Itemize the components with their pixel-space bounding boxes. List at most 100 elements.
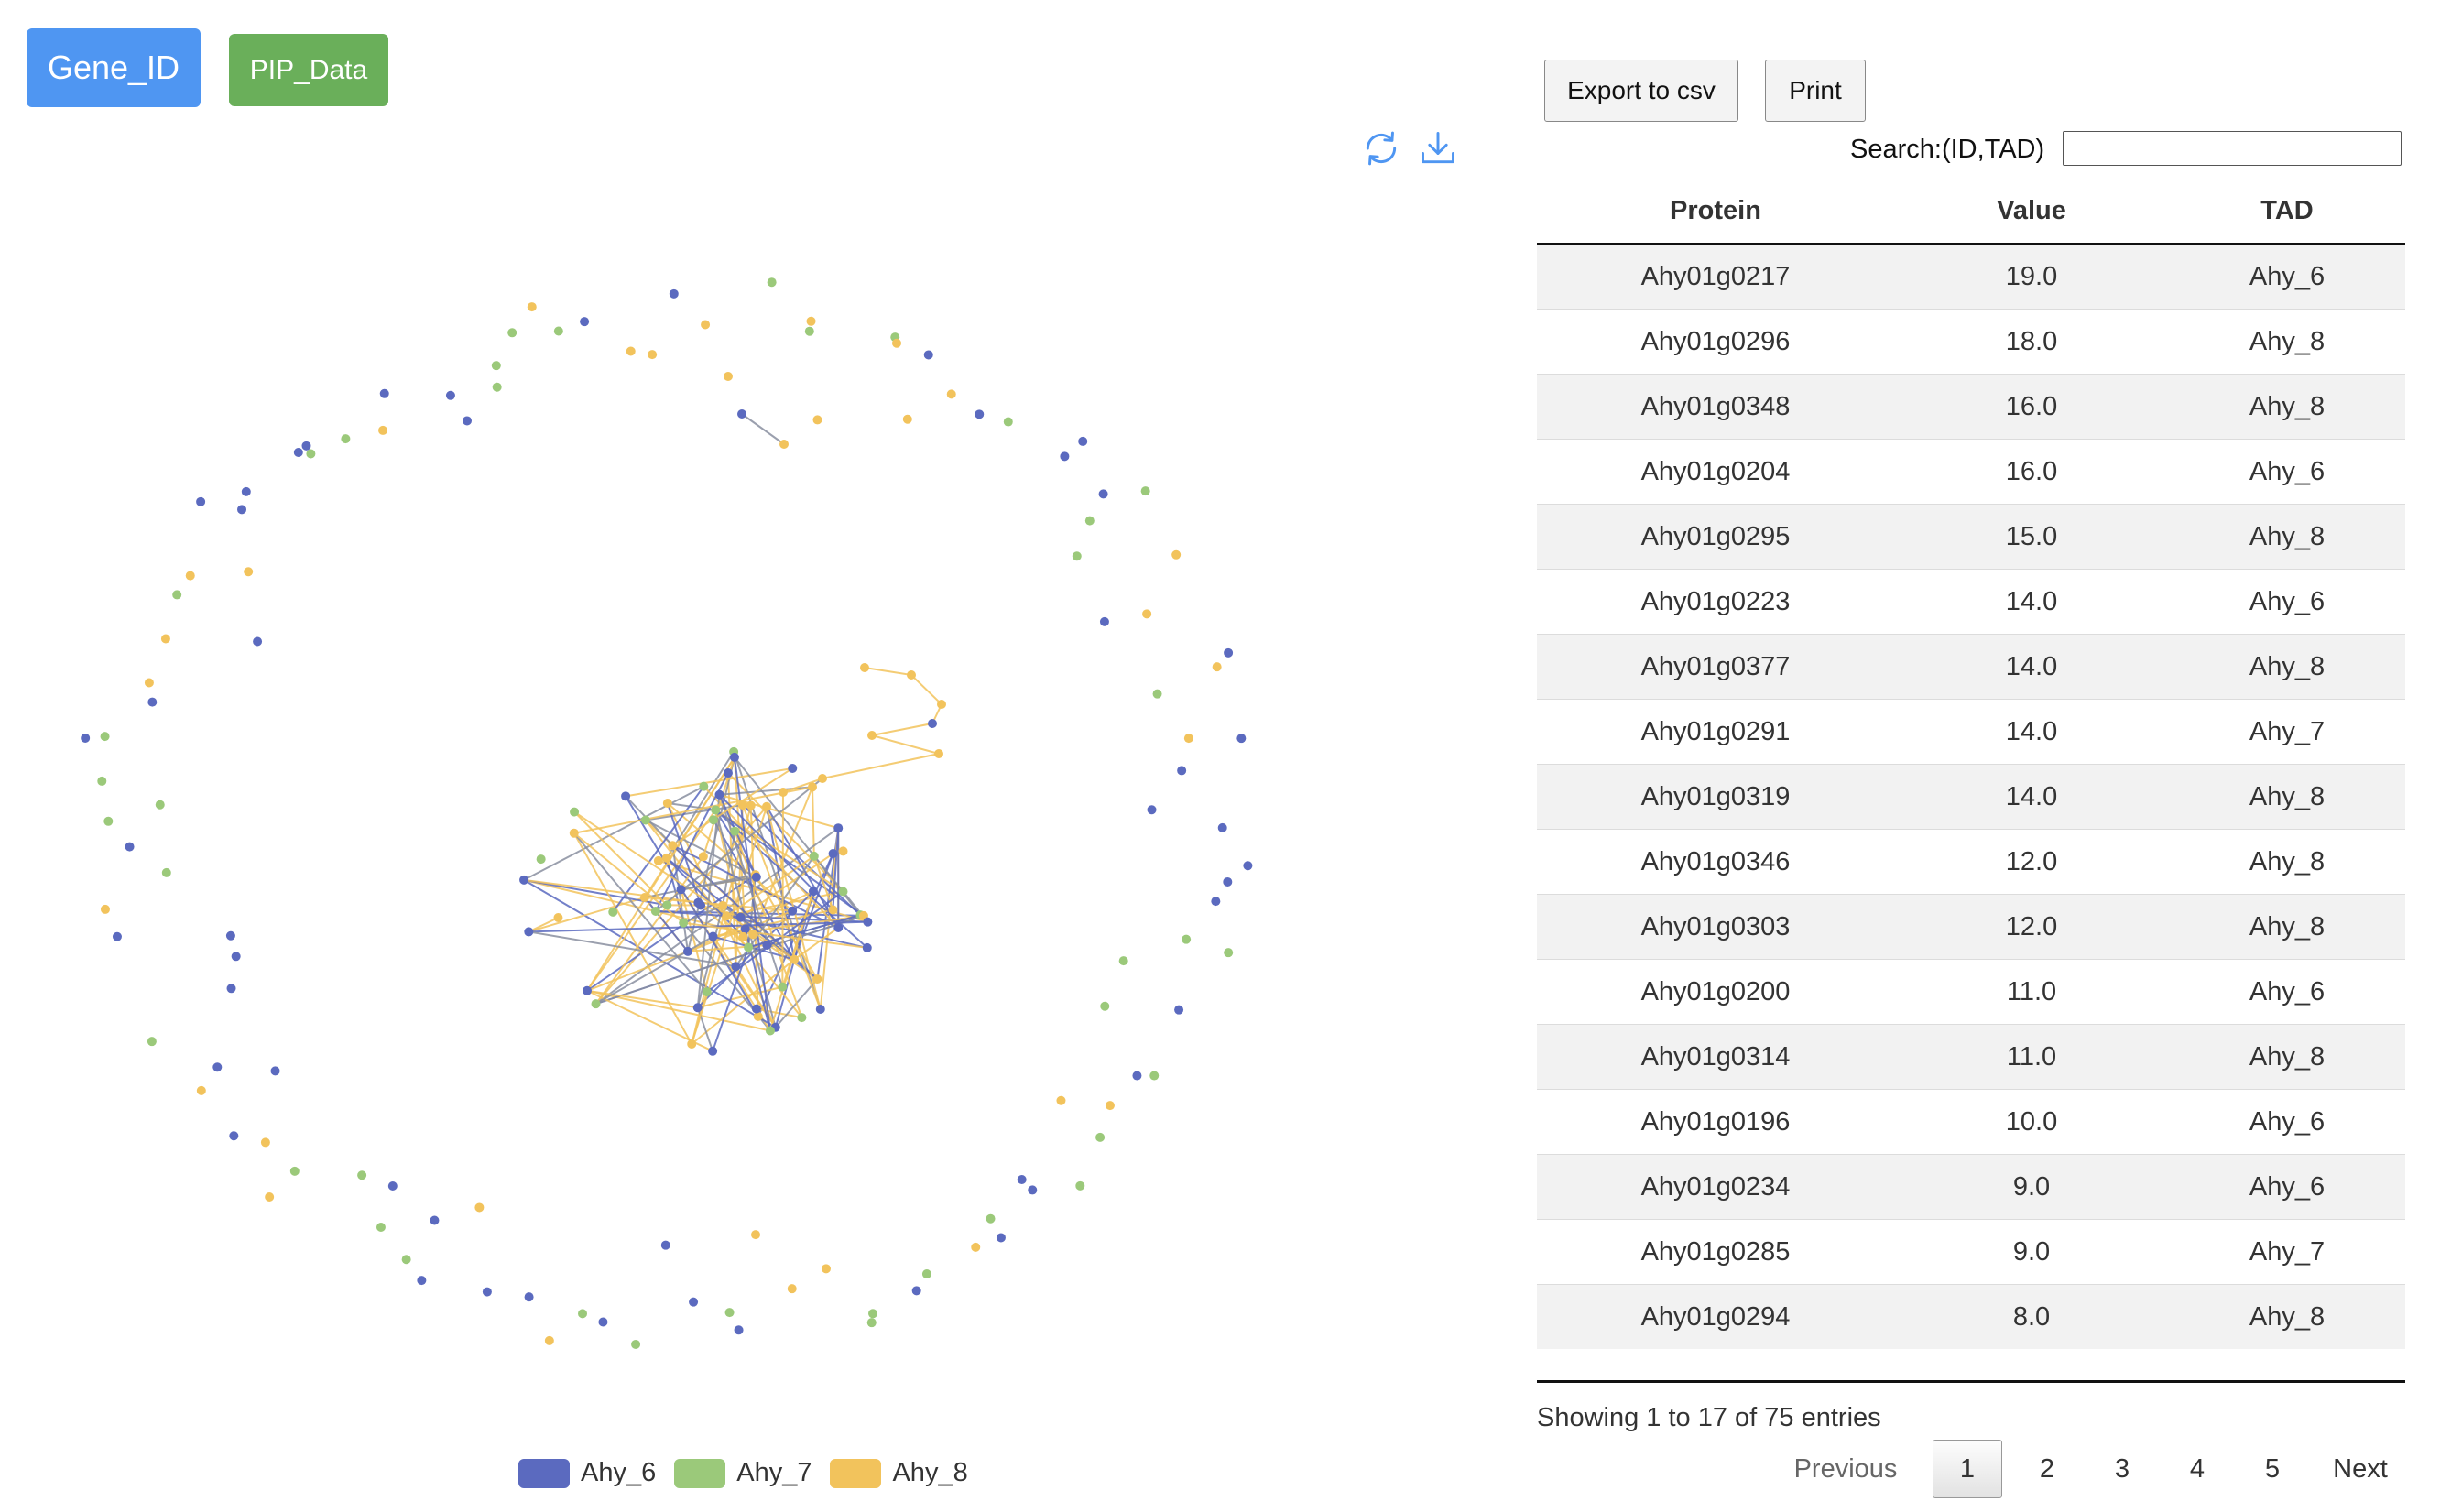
graph-node[interactable] — [765, 1026, 775, 1036]
graph-node[interactable] — [699, 781, 709, 791]
graph-node[interactable] — [430, 1215, 440, 1225]
graph-node[interactable] — [1182, 934, 1192, 944]
graph-node[interactable] — [626, 346, 636, 356]
pagination-page-1[interactable]: 1 — [1933, 1440, 2002, 1498]
graph-node[interactable] — [767, 277, 777, 288]
graph-node[interactable] — [1028, 1185, 1038, 1195]
pip-data-button[interactable]: PIP_Data — [229, 34, 388, 106]
graph-node[interactable] — [738, 931, 748, 941]
table-row[interactable]: Ahy01g0348 16.0 Ahy_8 — [1537, 374, 2405, 439]
graph-node[interactable] — [160, 634, 170, 644]
graph-node[interactable] — [570, 807, 580, 817]
graph-node[interactable] — [172, 590, 182, 600]
column-header-tad[interactable]: TAD — [2260, 195, 2314, 225]
column-header-protein[interactable]: Protein — [1670, 195, 1761, 225]
graph-node[interactable] — [679, 918, 689, 928]
graph-node[interactable] — [818, 774, 827, 783]
graph-node[interactable] — [718, 900, 728, 910]
graph-node[interactable] — [971, 1242, 981, 1252]
table-row[interactable]: Ahy01g0314 11.0 Ahy_8 — [1537, 1024, 2405, 1089]
graph-node[interactable] — [833, 823, 844, 833]
graph-node[interactable] — [891, 338, 901, 348]
graph-node[interactable] — [492, 382, 502, 392]
graph-node[interactable] — [491, 361, 501, 371]
graph-node[interactable] — [631, 1339, 641, 1349]
graph-node[interactable] — [1140, 486, 1150, 496]
graph-node[interactable] — [640, 815, 650, 825]
graph-node[interactable] — [708, 1046, 718, 1056]
graph-node[interactable] — [1078, 436, 1088, 446]
graph-node[interactable] — [986, 1213, 996, 1224]
graph-node[interactable] — [482, 1287, 492, 1297]
table-row[interactable]: Ahy01g0223 14.0 Ahy_6 — [1537, 569, 2405, 634]
graph-node[interactable] — [639, 893, 649, 903]
graph-node[interactable] — [868, 1309, 878, 1319]
graph-node[interactable] — [762, 801, 772, 811]
graph-node[interactable] — [661, 853, 671, 863]
graph-node[interactable] — [1098, 489, 1108, 499]
graph-node[interactable] — [1105, 1101, 1115, 1111]
graph-node[interactable] — [996, 1233, 1006, 1243]
gene-id-button[interactable]: Gene_ID — [27, 28, 201, 107]
graph-node[interactable] — [779, 788, 788, 797]
graph-node[interactable] — [237, 505, 247, 515]
graph-node[interactable] — [779, 440, 789, 449]
graph-node[interactable] — [147, 697, 158, 707]
graph-node[interactable] — [862, 942, 872, 952]
graph-node[interactable] — [1003, 417, 1013, 427]
graph-node[interactable] — [815, 1004, 825, 1014]
graph-node[interactable] — [701, 320, 711, 330]
graph-node[interactable] — [689, 1297, 699, 1307]
graph-node[interactable] — [598, 1317, 608, 1327]
graph-node[interactable] — [1149, 1071, 1160, 1081]
graph-node[interactable] — [860, 663, 869, 672]
graph-node[interactable] — [387, 1181, 398, 1191]
graph-node[interactable] — [1217, 822, 1227, 832]
graph-node[interactable] — [1211, 897, 1221, 907]
graph-node[interactable] — [1099, 616, 1109, 626]
graph-node[interactable] — [928, 719, 937, 728]
graph-node[interactable] — [788, 906, 798, 916]
graph-node[interactable] — [147, 1037, 157, 1047]
graph-node[interactable] — [569, 828, 579, 838]
graph-node[interactable] — [1224, 948, 1234, 958]
graph-node[interactable] — [804, 326, 814, 336]
graph-node[interactable] — [828, 905, 838, 915]
graph-node[interactable] — [751, 1230, 761, 1240]
graph-node[interactable] — [376, 1222, 386, 1232]
graph-node[interactable] — [225, 930, 235, 941]
table-row[interactable]: Ahy01g0291 14.0 Ahy_7 — [1537, 699, 2405, 764]
graph-node[interactable] — [544, 1335, 554, 1345]
graph-node[interactable] — [907, 670, 916, 680]
graph-node[interactable] — [809, 851, 819, 861]
graph-node[interactable] — [946, 389, 956, 399]
graph-node[interactable] — [708, 815, 718, 825]
graph-node[interactable] — [578, 1309, 588, 1319]
graph-node[interactable] — [821, 1264, 831, 1274]
graph-node[interactable] — [81, 733, 91, 743]
network-graph[interactable] — [0, 183, 1484, 1447]
graph-node[interactable] — [702, 987, 712, 997]
table-row[interactable]: Ahy01g0234 9.0 Ahy_6 — [1537, 1154, 2405, 1219]
pagination-page-5[interactable]: 5 — [2264, 1453, 2281, 1484]
graph-node[interactable] — [787, 1284, 797, 1294]
graph-node[interactable] — [937, 700, 946, 709]
graph-node[interactable] — [730, 826, 740, 836]
graph-node[interactable] — [723, 768, 733, 778]
graph-node[interactable] — [698, 852, 708, 862]
graph-node[interactable] — [808, 782, 818, 792]
graph-node[interactable] — [1223, 876, 1233, 887]
refresh-icon[interactable] — [1361, 128, 1401, 169]
graph-node[interactable] — [507, 328, 517, 338]
graph-node[interactable] — [812, 415, 822, 425]
print-button[interactable]: Print — [1765, 60, 1866, 122]
graph-node[interactable] — [241, 486, 251, 496]
graph-node[interactable] — [676, 885, 686, 895]
legend-item-ahy7[interactable]: Ahy_7 — [674, 1458, 812, 1488]
graph-node[interactable] — [553, 326, 563, 336]
pagination-page-2[interactable]: 2 — [2039, 1453, 2055, 1484]
graph-node[interactable] — [746, 800, 756, 810]
graph-node[interactable] — [519, 875, 529, 885]
graph-node[interactable] — [911, 1286, 921, 1296]
graph-node[interactable] — [379, 388, 389, 398]
